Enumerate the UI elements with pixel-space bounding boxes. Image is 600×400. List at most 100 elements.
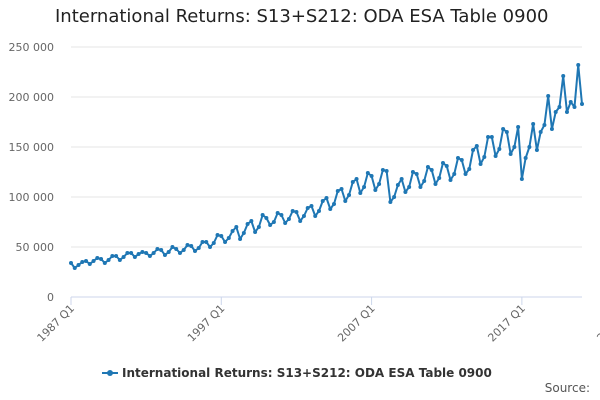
data-point — [407, 185, 412, 189]
data-point — [117, 258, 122, 262]
data-point — [264, 216, 269, 220]
data-point — [467, 167, 472, 171]
data-point — [121, 255, 126, 259]
data-point — [437, 176, 442, 180]
data-point — [486, 135, 491, 139]
data-point — [162, 253, 167, 257]
data-point — [91, 259, 96, 263]
y-tick-label: 150 000 — [9, 141, 55, 154]
data-point — [275, 211, 280, 215]
series-layer — [69, 63, 584, 270]
data-point — [444, 164, 449, 168]
data-point — [347, 193, 352, 197]
data-point — [283, 221, 288, 225]
data-point — [512, 145, 517, 149]
series-line — [70, 64, 583, 269]
legend[interactable]: International Returns: S13+S212: ODA ESA… — [102, 365, 492, 381]
data-point — [72, 266, 77, 270]
data-point — [114, 254, 119, 258]
data-point — [373, 188, 378, 192]
data-point — [324, 196, 329, 200]
data-point — [256, 225, 261, 229]
data-point — [286, 217, 291, 221]
data-point — [471, 148, 476, 152]
data-point — [125, 251, 130, 255]
data-point — [350, 180, 355, 184]
x-tick-label: 1987 Q1 — [35, 302, 78, 345]
data-point — [136, 252, 141, 256]
data-point — [208, 245, 213, 249]
data-point — [377, 182, 382, 186]
data-point — [343, 199, 348, 203]
data-point — [196, 246, 201, 250]
data-point — [410, 170, 415, 174]
data-point — [369, 174, 374, 178]
data-point — [395, 183, 400, 187]
y-tick-label: 250 000 — [9, 41, 55, 54]
data-point — [568, 100, 573, 104]
data-point — [151, 251, 156, 255]
data-point — [290, 209, 295, 213]
data-point — [110, 254, 115, 258]
data-point — [328, 207, 333, 211]
y-tick-label: 100 000 — [9, 191, 55, 204]
data-point — [534, 148, 539, 152]
data-point — [478, 162, 483, 166]
data-point — [102, 261, 107, 265]
data-point — [155, 247, 160, 251]
data-point — [542, 123, 547, 127]
data-point — [403, 190, 408, 194]
data-point — [301, 214, 306, 218]
data-point — [362, 185, 367, 189]
data-point — [538, 130, 543, 134]
data-point — [508, 152, 513, 156]
data-point — [463, 172, 468, 176]
data-point — [200, 240, 205, 244]
data-point — [414, 172, 419, 176]
data-point — [572, 105, 577, 109]
data-point — [422, 179, 427, 183]
data-point — [132, 255, 137, 259]
data-point — [440, 161, 445, 165]
data-point — [309, 204, 314, 208]
data-point — [561, 74, 566, 78]
data-point — [448, 178, 453, 182]
x-tick-label: 2017 Q1 — [485, 302, 528, 345]
data-point — [549, 127, 554, 131]
data-point — [80, 260, 85, 264]
data-point — [245, 222, 250, 226]
data-point — [580, 102, 584, 106]
data-point — [230, 229, 235, 233]
data-point — [69, 261, 73, 265]
data-point — [320, 199, 325, 203]
data-point — [482, 155, 487, 159]
data-point — [399, 177, 404, 181]
data-point — [215, 233, 220, 237]
chart-title: International Returns: S13+S212: ODA ESA… — [55, 6, 549, 27]
data-point — [365, 171, 370, 175]
data-point — [332, 202, 337, 206]
data-point — [140, 250, 145, 254]
data-point — [429, 168, 434, 172]
x-tick-label: 2007 Q1 — [335, 302, 378, 345]
data-point — [95, 256, 100, 260]
data-point — [226, 236, 231, 240]
data-point — [335, 189, 340, 193]
data-point — [253, 230, 258, 234]
data-point — [452, 172, 457, 176]
data-point — [489, 135, 494, 139]
data-point — [557, 105, 562, 109]
data-point — [388, 200, 393, 204]
data-point — [305, 206, 310, 210]
data-point — [106, 258, 111, 262]
data-point — [384, 169, 389, 173]
data-point — [223, 240, 228, 244]
data-point — [219, 234, 224, 238]
data-point — [298, 219, 303, 223]
data-point — [546, 94, 551, 98]
source-label: Source: — [544, 381, 590, 395]
y-tick-label: 50 000 — [16, 241, 55, 254]
data-point — [433, 182, 438, 186]
data-point — [76, 263, 81, 267]
